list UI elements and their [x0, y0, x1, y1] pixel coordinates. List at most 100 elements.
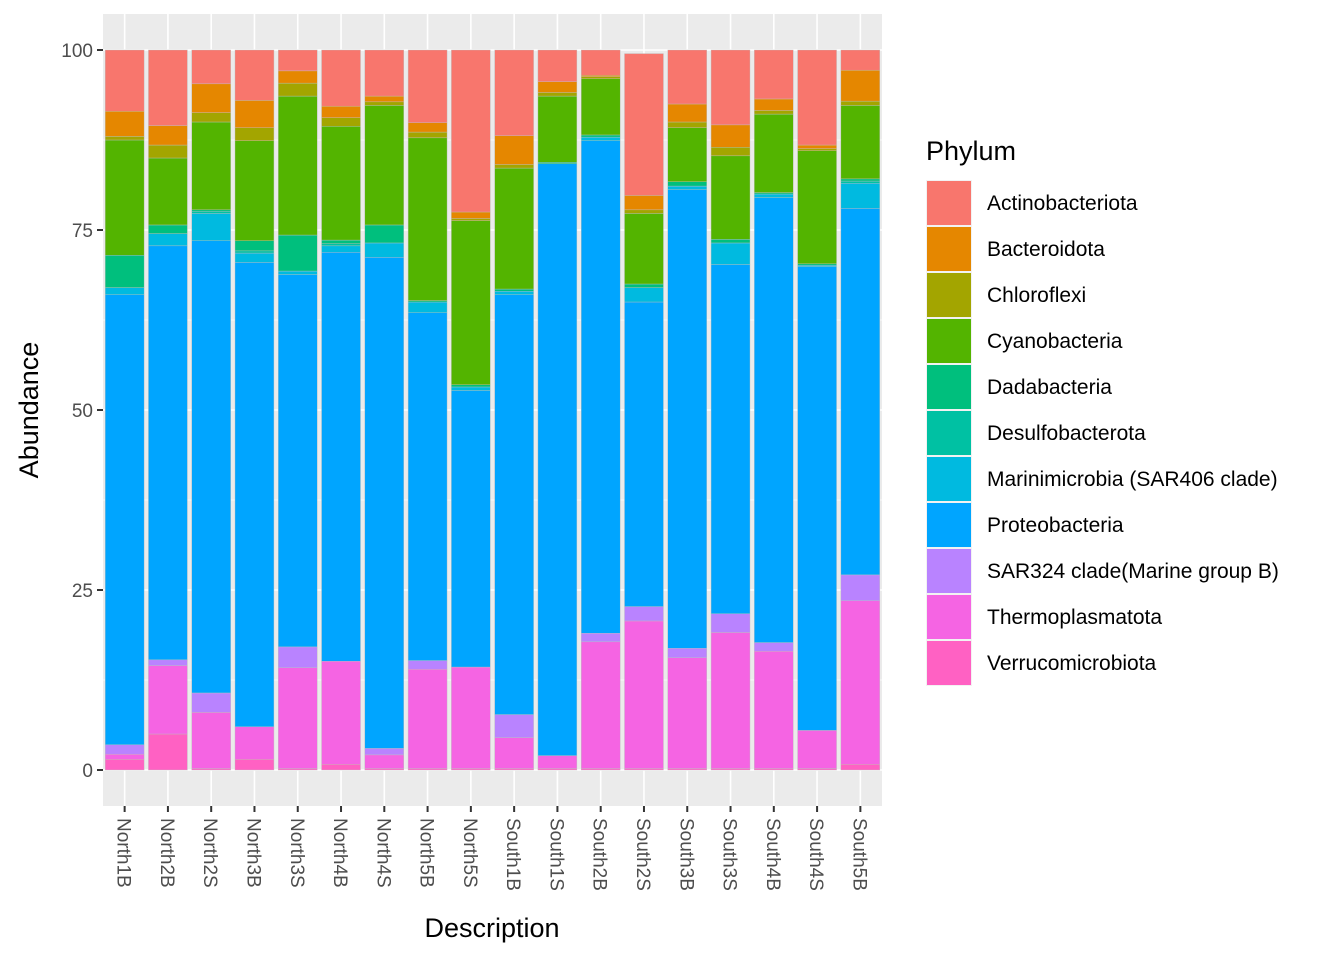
- bar-segment: [624, 606, 664, 622]
- bar-segment: [191, 121, 231, 211]
- bar-segment: [104, 753, 145, 760]
- bar-segment: [667, 648, 707, 658]
- bar-segment: [407, 137, 448, 301]
- bar-segment: [148, 49, 188, 126]
- bar-segment: [494, 291, 534, 296]
- bar-segment: [624, 620, 664, 769]
- bar-segment: [537, 162, 578, 164]
- bar-segment: [797, 150, 837, 265]
- bar-segment: [667, 189, 707, 649]
- bar-segment: [624, 53, 664, 196]
- legend-label: Chloroflexi: [987, 284, 1086, 307]
- bar-segment: [234, 100, 275, 128]
- x-tick-label: South2S: [632, 818, 653, 891]
- bar-segment: [840, 182, 881, 209]
- bar-segment: [191, 112, 231, 123]
- bar-segment: [364, 257, 404, 749]
- bar-segment: [754, 98, 794, 111]
- y-tick-label: 100: [61, 41, 93, 62]
- bar-segment: [797, 265, 837, 267]
- bar-segment: [234, 240, 275, 252]
- bar-segment: [278, 234, 318, 272]
- bar-segment: [581, 641, 621, 769]
- legend-swatch: [927, 549, 971, 593]
- bar-segment: [840, 105, 881, 180]
- bar-segment: [364, 242, 404, 258]
- bar-segment: [710, 632, 751, 769]
- bar-segment: [104, 759, 145, 771]
- bar-segment: [407, 669, 448, 769]
- bar-segment: [234, 726, 275, 760]
- bar-segment: [451, 666, 491, 769]
- y-axis-title: Abundance: [14, 342, 44, 479]
- bar-segment: [278, 82, 318, 97]
- bar-segment: [710, 613, 751, 633]
- bar-segment: [364, 105, 404, 226]
- bar-segment: [321, 661, 361, 765]
- bar-segment: [364, 101, 404, 106]
- bar-segment: [191, 83, 231, 113]
- bar-segment: [104, 139, 145, 256]
- x-tick-label: South4B: [762, 818, 783, 891]
- bar-segment: [234, 759, 275, 771]
- bar-segment: [840, 600, 881, 765]
- y-tick-label: 75: [72, 221, 93, 242]
- bar-segment: [754, 49, 794, 100]
- bar-segment: [234, 127, 275, 141]
- bar-segment: [451, 218, 491, 221]
- bar-segment: [667, 657, 707, 769]
- bar-segment: [581, 78, 621, 136]
- bar-segment: [148, 665, 188, 735]
- bar-segment: [148, 233, 188, 247]
- y-tick-label: 50: [72, 401, 93, 422]
- bar-segment: [537, 768, 578, 771]
- bar-segment: [797, 730, 837, 769]
- x-tick-label: North4B: [329, 818, 350, 888]
- bar-segment: [667, 103, 707, 123]
- x-axis-title: Description: [424, 913, 559, 943]
- bar-segment: [104, 49, 145, 112]
- y-axis: 0 25 50 75 100: [61, 41, 103, 782]
- bar-segment: [494, 768, 534, 771]
- x-tick-label: North5S: [459, 818, 480, 888]
- bar-segment: [840, 208, 881, 576]
- bar-segment: [797, 49, 837, 146]
- bar-segment: [104, 287, 145, 296]
- bar-segment: [537, 81, 578, 93]
- legend-label: Marinimicrobia (SAR406 clade): [987, 468, 1278, 491]
- bar-segment: [581, 633, 621, 643]
- bar-segment: [581, 768, 621, 771]
- bar-segment: [321, 105, 361, 118]
- x-tick-label: North3B: [242, 818, 263, 888]
- bars: [104, 49, 881, 771]
- bar-segment: [754, 642, 794, 652]
- bar-segment: [191, 209, 231, 212]
- bar-segment: [797, 768, 837, 771]
- bar-segment: [710, 264, 751, 614]
- bar-segment: [537, 755, 578, 769]
- bar-segment: [451, 768, 491, 771]
- legend-swatch: [927, 319, 971, 363]
- legend-swatch: [927, 181, 971, 225]
- bar-segment: [321, 117, 361, 127]
- bar-segment: [494, 714, 534, 738]
- bar-segment: [797, 148, 837, 151]
- bar-segment: [321, 243, 361, 247]
- bar-segment: [581, 49, 621, 76]
- bar-segment: [840, 49, 881, 71]
- bar-segment: [624, 301, 664, 607]
- bar-segment: [667, 121, 707, 128]
- bar-segment: [104, 744, 145, 755]
- bar-segment: [104, 110, 145, 137]
- bar-segment: [667, 185, 707, 190]
- legend-label: Thermoplasmatota: [987, 606, 1162, 629]
- bar-segment: [321, 239, 361, 244]
- bar-segment: [624, 768, 664, 771]
- bar-segment: [234, 49, 275, 101]
- bar-segment: [494, 167, 534, 290]
- bar-segment: [754, 113, 794, 193]
- bar-segment: [321, 764, 361, 771]
- legend-title: Phylum: [926, 136, 1016, 166]
- x-tick-label: South1B: [502, 818, 523, 891]
- bar-segment: [451, 384, 491, 388]
